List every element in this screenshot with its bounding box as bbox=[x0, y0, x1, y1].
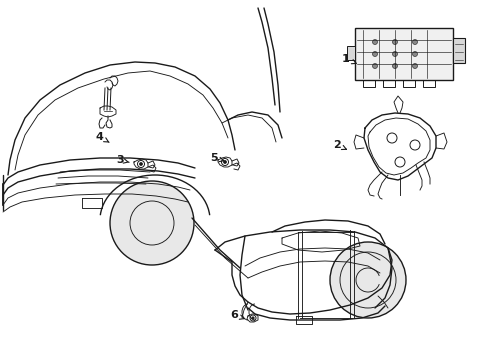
Circle shape bbox=[372, 51, 377, 57]
Circle shape bbox=[372, 40, 377, 45]
FancyBboxPatch shape bbox=[346, 46, 354, 60]
Circle shape bbox=[251, 317, 254, 319]
Text: 1: 1 bbox=[341, 54, 356, 64]
FancyBboxPatch shape bbox=[452, 38, 464, 63]
Text: 5: 5 bbox=[209, 153, 224, 163]
Circle shape bbox=[392, 40, 397, 45]
FancyBboxPatch shape bbox=[354, 28, 452, 80]
Circle shape bbox=[223, 161, 226, 163]
Text: 2: 2 bbox=[332, 140, 346, 150]
Circle shape bbox=[392, 51, 397, 57]
Circle shape bbox=[372, 63, 377, 68]
Circle shape bbox=[412, 63, 417, 68]
Circle shape bbox=[329, 242, 405, 318]
Text: 6: 6 bbox=[229, 310, 244, 320]
Circle shape bbox=[139, 162, 142, 166]
Circle shape bbox=[392, 63, 397, 68]
Circle shape bbox=[412, 40, 417, 45]
Circle shape bbox=[412, 51, 417, 57]
Text: 3: 3 bbox=[116, 155, 129, 165]
Circle shape bbox=[110, 181, 194, 265]
Text: 4: 4 bbox=[96, 132, 109, 142]
